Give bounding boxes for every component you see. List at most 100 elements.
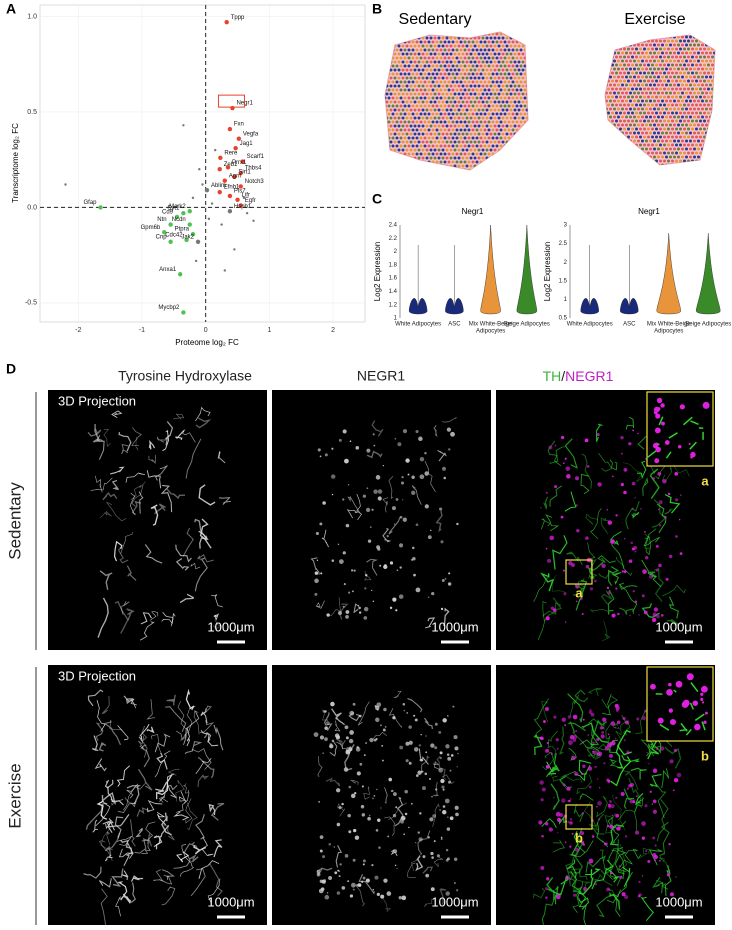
spot	[625, 76, 628, 79]
spot	[450, 149, 453, 152]
spot	[711, 40, 714, 43]
spot	[406, 117, 409, 120]
spot	[671, 120, 674, 123]
spot	[482, 157, 485, 160]
spot	[460, 73, 463, 76]
spot	[498, 93, 501, 96]
spot	[697, 124, 700, 127]
spot	[663, 80, 666, 83]
spot	[410, 77, 413, 80]
spot	[414, 45, 417, 48]
speckle	[661, 422, 665, 426]
violin-tick: 1	[564, 297, 568, 303]
spot	[603, 88, 606, 91]
spot	[492, 121, 495, 124]
spot	[667, 144, 670, 147]
spot	[518, 173, 521, 176]
spot	[671, 80, 674, 83]
spot	[502, 117, 505, 120]
spot	[655, 88, 658, 91]
speckle	[435, 788, 437, 790]
spot	[380, 81, 383, 84]
spot	[506, 53, 509, 56]
speckle	[553, 797, 554, 798]
spot	[502, 45, 505, 48]
speckle	[545, 896, 548, 899]
speckle	[644, 611, 648, 615]
spot	[695, 96, 698, 99]
spot	[705, 108, 708, 111]
strand	[680, 730, 688, 731]
speckle	[424, 471, 428, 475]
spot	[448, 49, 451, 52]
speckle	[652, 477, 655, 480]
spot	[677, 108, 680, 111]
spot	[432, 49, 435, 52]
spot	[685, 140, 688, 143]
spot	[406, 141, 409, 144]
spot	[703, 32, 706, 35]
spot	[444, 81, 447, 84]
spot	[490, 53, 493, 56]
speckle	[567, 800, 569, 802]
spot	[444, 121, 447, 124]
spot	[398, 45, 401, 48]
spot	[647, 104, 650, 107]
spot	[498, 45, 501, 48]
spot	[452, 33, 455, 36]
spot	[466, 53, 469, 56]
spot	[526, 101, 529, 104]
spot	[436, 105, 439, 108]
spot	[462, 69, 465, 72]
spot	[416, 97, 419, 100]
speckle	[388, 778, 392, 782]
speckle	[539, 780, 543, 784]
spot	[476, 97, 479, 100]
spot	[418, 173, 421, 176]
speckle	[325, 453, 328, 456]
speckle	[565, 876, 569, 880]
spot	[675, 144, 678, 147]
spot	[657, 100, 660, 103]
spot	[655, 144, 658, 147]
speckle	[359, 763, 362, 766]
spot	[458, 157, 461, 160]
spot	[651, 80, 654, 83]
spot	[394, 69, 397, 72]
spot	[480, 129, 483, 132]
point-label: Jag1	[240, 141, 254, 147]
speckle	[656, 615, 660, 619]
spot	[599, 112, 602, 115]
spot	[396, 113, 399, 116]
spot	[673, 148, 676, 151]
spot	[506, 85, 509, 88]
spot	[436, 49, 439, 52]
spot	[476, 137, 479, 140]
spot	[442, 117, 445, 120]
spot	[659, 88, 662, 91]
spot	[488, 145, 491, 148]
violin-category: Adipocytes	[476, 329, 505, 335]
speckle	[589, 710, 593, 714]
spot	[432, 137, 435, 140]
spot	[667, 104, 670, 107]
spot	[649, 76, 652, 79]
speckle	[653, 769, 657, 773]
spot	[641, 76, 644, 79]
spot	[693, 108, 696, 111]
speckle	[362, 806, 363, 807]
violin-tick: 2.4	[389, 223, 398, 229]
spot	[490, 69, 493, 72]
speckle	[339, 439, 342, 442]
spot	[685, 84, 688, 87]
spot	[635, 104, 638, 107]
spot	[637, 116, 640, 119]
spot	[396, 81, 399, 84]
spot	[440, 137, 443, 140]
spot	[426, 133, 429, 136]
spot	[466, 93, 469, 96]
spot	[452, 121, 455, 124]
speckle	[700, 698, 703, 701]
spot	[617, 68, 620, 71]
spot	[607, 48, 610, 51]
